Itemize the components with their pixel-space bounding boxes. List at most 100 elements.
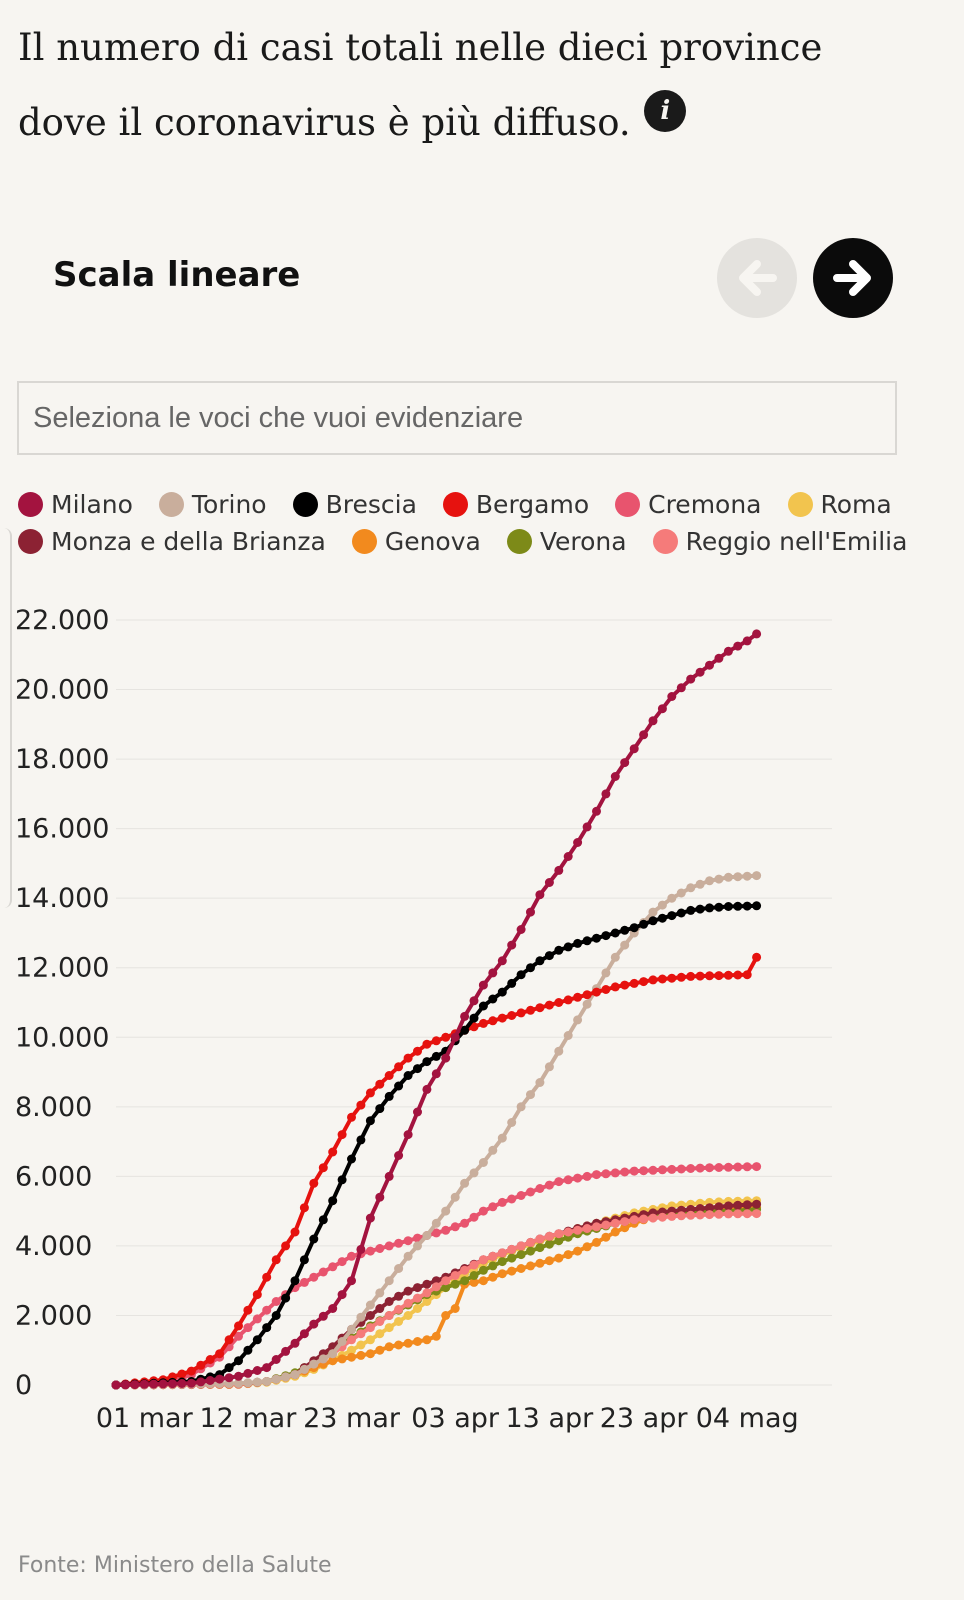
- data-point[interactable]: [422, 1288, 432, 1298]
- data-point[interactable]: [554, 1253, 564, 1263]
- data-point[interactable]: [224, 1335, 234, 1345]
- data-point[interactable]: [601, 1169, 611, 1179]
- data-point[interactable]: [111, 1380, 121, 1390]
- data-point[interactable]: [554, 1177, 564, 1187]
- data-point[interactable]: [563, 1250, 573, 1260]
- data-point[interactable]: [318, 1267, 328, 1277]
- data-point[interactable]: [686, 883, 696, 893]
- data-point[interactable]: [403, 1286, 413, 1296]
- data-point[interactable]: [394, 1062, 404, 1072]
- data-point[interactable]: [582, 1171, 592, 1181]
- data-point[interactable]: [733, 1162, 743, 1172]
- data-point[interactable]: [243, 1305, 253, 1315]
- data-point[interactable]: [592, 1222, 601, 1232]
- data-point[interactable]: [431, 1218, 441, 1228]
- data-point[interactable]: [639, 977, 649, 987]
- data-point[interactable]: [535, 1078, 545, 1087]
- data-point[interactable]: [281, 1293, 291, 1303]
- data-point[interactable]: [413, 1046, 422, 1056]
- data-point[interactable]: [262, 1323, 272, 1333]
- data-point[interactable]: [252, 1290, 262, 1300]
- data-point[interactable]: [686, 674, 696, 684]
- data-point[interactable]: [620, 925, 630, 935]
- data-point[interactable]: [601, 968, 611, 978]
- data-point[interactable]: [422, 1335, 432, 1345]
- data-point[interactable]: [610, 1227, 620, 1237]
- data-point[interactable]: [394, 1291, 404, 1301]
- data-point[interactable]: [526, 1261, 535, 1271]
- data-point[interactable]: [186, 1366, 196, 1376]
- data-point[interactable]: [215, 1374, 225, 1384]
- data-point[interactable]: [450, 1192, 460, 1202]
- data-point[interactable]: [460, 1218, 470, 1228]
- previous-button[interactable]: [717, 238, 797, 318]
- data-point[interactable]: [526, 963, 535, 973]
- data-point[interactable]: [478, 1265, 488, 1275]
- data-point[interactable]: [290, 1227, 300, 1237]
- data-point[interactable]: [309, 1319, 319, 1329]
- data-point[interactable]: [365, 1349, 375, 1359]
- data-point[interactable]: [290, 1276, 300, 1286]
- data-point[interactable]: [686, 971, 696, 981]
- data-point[interactable]: [337, 1290, 347, 1300]
- data-point[interactable]: [733, 970, 743, 980]
- data-point[interactable]: [262, 1377, 272, 1386]
- data-point[interactable]: [328, 1356, 338, 1366]
- data-point[interactable]: [234, 1331, 243, 1341]
- data-point[interactable]: [676, 888, 686, 898]
- data-point[interactable]: [384, 1297, 394, 1306]
- data-point[interactable]: [497, 1248, 507, 1258]
- data-point[interactable]: [516, 1241, 526, 1251]
- data-point[interactable]: [563, 1031, 573, 1040]
- data-point[interactable]: [582, 990, 592, 1000]
- legend-item[interactable]: Milano: [18, 490, 133, 519]
- data-point[interactable]: [365, 1335, 375, 1345]
- data-point[interactable]: [328, 1262, 338, 1272]
- data-point[interactable]: [413, 1293, 422, 1303]
- data-point[interactable]: [375, 1317, 385, 1326]
- data-point[interactable]: [271, 1297, 281, 1306]
- data-point[interactable]: [337, 1175, 347, 1185]
- data-point[interactable]: [742, 636, 752, 646]
- data-point[interactable]: [516, 1191, 526, 1200]
- data-point[interactable]: [365, 1246, 375, 1256]
- data-point[interactable]: [337, 1130, 347, 1140]
- data-point[interactable]: [375, 1329, 385, 1339]
- data-point[interactable]: [582, 1224, 592, 1233]
- data-point[interactable]: [714, 902, 724, 912]
- data-point[interactable]: [714, 653, 724, 663]
- data-point[interactable]: [262, 1305, 272, 1315]
- data-point[interactable]: [413, 1064, 422, 1074]
- data-point[interactable]: [403, 1236, 413, 1246]
- data-point[interactable]: [365, 1088, 375, 1098]
- data-point[interactable]: [262, 1272, 272, 1282]
- data-point[interactable]: [752, 1209, 762, 1219]
- data-point[interactable]: [271, 1355, 281, 1364]
- data-point[interactable]: [318, 1354, 328, 1364]
- data-point[interactable]: [252, 1335, 262, 1345]
- data-point[interactable]: [365, 1323, 375, 1333]
- data-point[interactable]: [686, 1210, 696, 1220]
- legend-item[interactable]: Torino: [158, 490, 267, 519]
- data-point[interactable]: [413, 1233, 422, 1243]
- data-point[interactable]: [610, 1218, 620, 1228]
- data-point[interactable]: [714, 971, 724, 981]
- data-point[interactable]: [648, 975, 658, 985]
- data-point[interactable]: [488, 1016, 498, 1026]
- data-point[interactable]: [460, 1265, 470, 1275]
- data-point[interactable]: [639, 730, 649, 740]
- data-point[interactable]: [695, 879, 705, 889]
- data-point[interactable]: [554, 865, 564, 875]
- data-point[interactable]: [657, 704, 667, 714]
- data-point[interactable]: [592, 1237, 601, 1247]
- legend-item[interactable]: Verona: [506, 527, 627, 556]
- data-point[interactable]: [676, 972, 686, 982]
- data-point[interactable]: [620, 758, 630, 768]
- data-point[interactable]: [337, 1354, 347, 1364]
- data-point[interactable]: [299, 1364, 309, 1374]
- data-point[interactable]: [497, 1013, 507, 1023]
- data-point[interactable]: [309, 1234, 319, 1244]
- data-point[interactable]: [384, 1342, 394, 1352]
- data-point[interactable]: [516, 1264, 526, 1273]
- data-point[interactable]: [573, 838, 583, 847]
